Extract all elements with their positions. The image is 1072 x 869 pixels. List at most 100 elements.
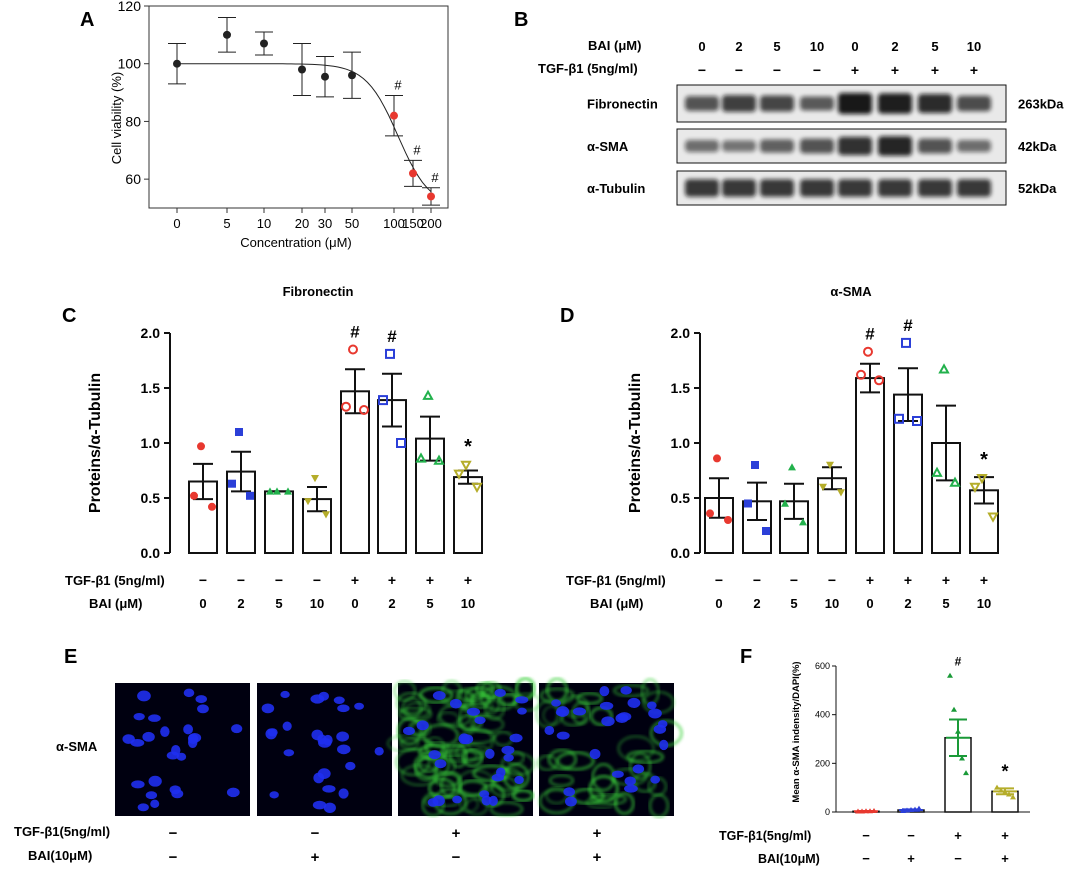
panel-c-bai-value: 10 bbox=[461, 596, 475, 611]
panel-d-data-point bbox=[762, 527, 770, 535]
micrograph-actin-fiber bbox=[501, 752, 535, 776]
micrograph-actin-fiber bbox=[576, 692, 603, 705]
blot-band bbox=[838, 93, 872, 114]
panel-c-significance-mark: # bbox=[387, 327, 397, 346]
blot-row-label: α-Tubulin bbox=[587, 181, 645, 196]
panel-d-data-point bbox=[781, 499, 789, 507]
micrograph-actin-fiber bbox=[419, 686, 454, 704]
micrograph-nucleus bbox=[432, 691, 446, 701]
blot-tgf-sign: − bbox=[773, 62, 781, 78]
blot-bai-value: 10 bbox=[967, 39, 981, 54]
micrograph-nucleus bbox=[452, 795, 463, 804]
micrograph-actin-fiber bbox=[433, 770, 462, 788]
panel-c-bai-value: 10 bbox=[310, 596, 324, 611]
panel-c-data-point bbox=[197, 442, 205, 451]
micrograph-nucleus bbox=[611, 770, 624, 778]
micrograph-nucleus bbox=[624, 784, 638, 793]
micrograph-actin-fiber bbox=[626, 750, 664, 764]
panel-d-data-point bbox=[976, 474, 988, 485]
blot-tgf-sign: + bbox=[970, 62, 978, 78]
panel-f-data-point bbox=[1002, 789, 1008, 795]
panel-c-tgf-sign: − bbox=[313, 572, 321, 588]
panel-d-bai-value: 0 bbox=[866, 596, 873, 611]
panel-c-tgf-sign: + bbox=[426, 572, 434, 588]
micrograph-nucleus bbox=[322, 785, 336, 793]
panel-a-data-point bbox=[298, 65, 306, 74]
panel-d-data-point bbox=[931, 466, 943, 477]
panel-f-data-point bbox=[863, 808, 869, 814]
micrograph-nucleus bbox=[269, 791, 279, 799]
micrograph-actin-fiber bbox=[490, 801, 524, 817]
micrograph-panel bbox=[257, 683, 392, 816]
blot-band bbox=[685, 96, 719, 111]
blot-bai-value: 10 bbox=[810, 39, 824, 54]
panel-a-xlabel: Concentration (μM) bbox=[240, 235, 352, 250]
micrograph-actin-fiber bbox=[449, 743, 468, 768]
panel-c-tgf-sign: − bbox=[275, 572, 283, 588]
micrograph-nucleus bbox=[620, 686, 632, 695]
micrograph-nucleus bbox=[517, 707, 527, 715]
panel-c-ylabel: Proteins/α-Tubulin bbox=[87, 373, 104, 513]
panel-d-data-point bbox=[874, 375, 884, 386]
micrograph-nucleus bbox=[318, 737, 332, 748]
micrograph-nucleus bbox=[171, 789, 184, 799]
micrograph-nucleus bbox=[231, 724, 243, 734]
panel-c-data-point bbox=[396, 438, 406, 448]
panel-f-data-point bbox=[955, 728, 961, 734]
micrograph-nucleus bbox=[648, 708, 662, 719]
blot-band bbox=[685, 179, 719, 197]
panel-label-e: E bbox=[64, 646, 77, 668]
micrograph-nucleus bbox=[131, 780, 145, 789]
panel-c-tgf-sign: − bbox=[199, 572, 207, 588]
panel-d-data-point bbox=[949, 476, 961, 487]
panel-c-fibronectin-bar-chart: Fibronectin Proteins/α-Tubulin TGF-β1 (5… bbox=[65, 284, 483, 611]
micrograph-stain-label: α-SMA bbox=[56, 739, 98, 754]
panel-f-ytick-label: 600 bbox=[815, 661, 830, 671]
micrograph-nucleus bbox=[160, 726, 170, 738]
panel-d-ylabel: Proteins/α-Tubulin bbox=[627, 373, 644, 513]
micrograph-bai-sign: − bbox=[452, 849, 461, 866]
blot-row-label: α-SMA bbox=[587, 139, 629, 154]
panel-a-significance-mark: # bbox=[413, 142, 421, 157]
micrograph-nucleus bbox=[148, 775, 162, 787]
panel-d-data-point bbox=[938, 363, 950, 374]
micrograph-tgf-label: TGF-β1(5ng/ml) bbox=[14, 824, 110, 839]
blot-band bbox=[838, 136, 872, 156]
micrograph-nucleus bbox=[145, 791, 158, 800]
panel-c-data-point bbox=[378, 395, 388, 406]
micrograph-nucleus bbox=[624, 776, 636, 786]
panel-c-data-point bbox=[190, 491, 198, 500]
blot-tgf-sign: − bbox=[735, 62, 743, 78]
blot-band bbox=[760, 95, 794, 112]
panel-d-tgf-label: TGF-β1 (5ng/ml) bbox=[566, 573, 666, 588]
panel-f-intensity-bar-chart: Mean α-SMA indensity/DAPI(%) TGF-β1(5ng/… bbox=[719, 655, 1030, 866]
panel-c-data-point bbox=[311, 475, 319, 483]
panel-d-data-point bbox=[894, 413, 904, 424]
micrograph-actin-fiber bbox=[472, 764, 510, 782]
panel-f-data-point bbox=[998, 787, 1004, 793]
micrograph-bai-sign: − bbox=[169, 849, 178, 866]
panel-a-xtick-label: 150 bbox=[402, 216, 424, 231]
micrograph-bai-sign: + bbox=[311, 849, 320, 866]
panel-c-bar bbox=[264, 490, 294, 554]
micrograph-nucleus bbox=[333, 696, 345, 704]
panel-f-tgf-sign: − bbox=[907, 828, 915, 843]
panel-d-data-point bbox=[837, 489, 845, 497]
micrograph-actin-fiber bbox=[458, 779, 488, 797]
micrograph-nucleus bbox=[282, 721, 292, 731]
panel-d-tgf-sign: − bbox=[828, 572, 836, 588]
micrograph-nucleus bbox=[265, 728, 277, 740]
panel-c-title: Fibronectin bbox=[283, 284, 354, 299]
panel-c-ytick-label: 0.0 bbox=[141, 545, 161, 561]
micrograph-nucleus bbox=[485, 748, 495, 759]
panel-d-ytick-label: 0.5 bbox=[671, 490, 691, 506]
panel-c-data-point bbox=[341, 401, 351, 412]
panel-f-tgf-sign: + bbox=[1001, 828, 1009, 843]
micrograph-nucleus bbox=[556, 731, 570, 740]
micrograph-tgf-sign: − bbox=[169, 825, 178, 842]
panel-d-bai-value: 2 bbox=[904, 596, 911, 611]
blot-size-label: 52kDa bbox=[1018, 181, 1057, 196]
micrograph-nucleus bbox=[345, 761, 356, 771]
panel-d-data-point bbox=[912, 416, 922, 426]
panel-c-tgf-sign: − bbox=[237, 572, 245, 588]
